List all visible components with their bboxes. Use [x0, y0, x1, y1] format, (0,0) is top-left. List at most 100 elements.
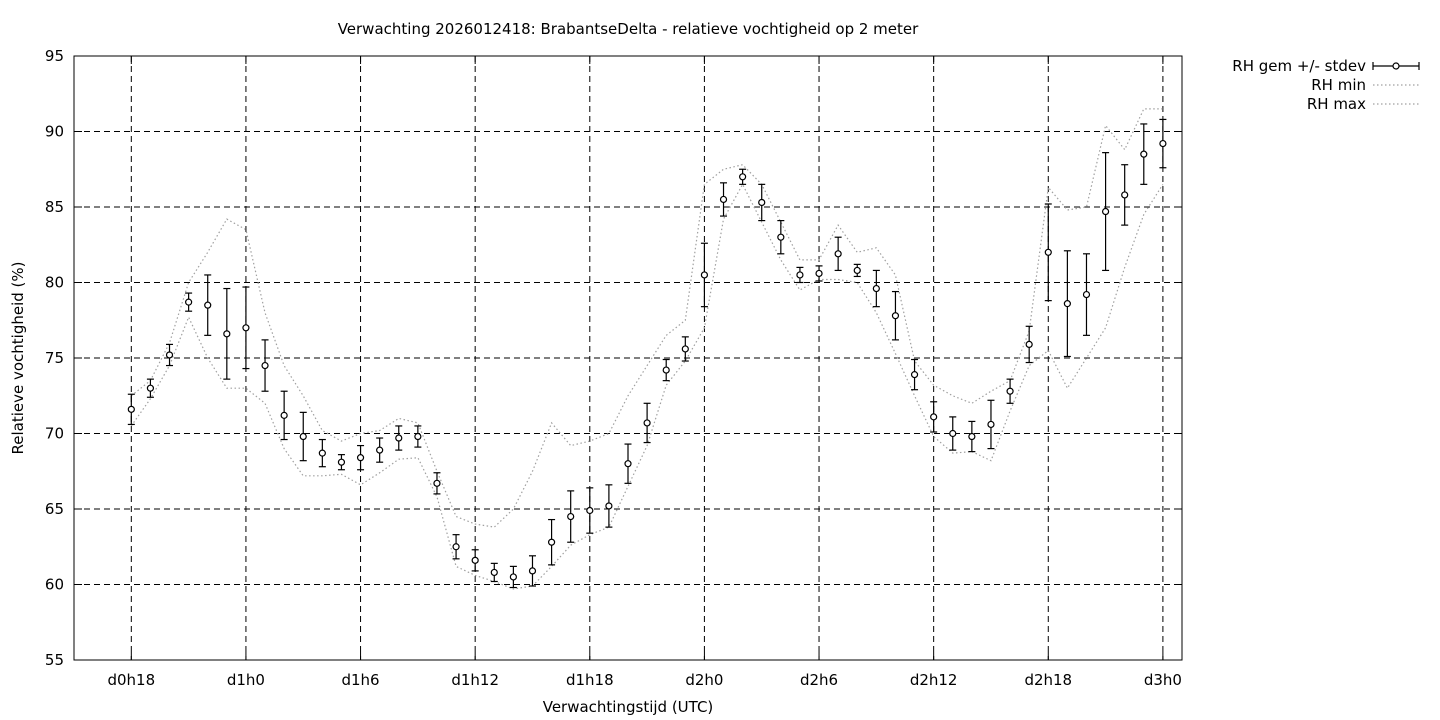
mean-marker: [280, 411, 288, 419]
axis-ticks: 55 60 65 70 75 80 85 90 95 d0h18 d1h0 d1h6 d1h12 d1h1…: [45, 47, 1182, 689]
errorbar-point: [280, 390, 288, 441]
mean-marker: [796, 271, 804, 279]
mean-marker: [414, 432, 422, 441]
errorbar-point: [1063, 250, 1071, 358]
mean-marker: [662, 366, 670, 374]
errorbar-point: [318, 438, 326, 468]
errorbar-point: [1140, 123, 1148, 185]
mean-marker: [739, 173, 747, 181]
mean-marker: [490, 568, 498, 577]
errorbar-point: [987, 399, 995, 450]
errorbar-point: [662, 358, 670, 382]
errorbar-point: [395, 425, 403, 451]
mean-marker: [815, 269, 823, 278]
errorbar-point: [204, 274, 212, 336]
mean-marker: [528, 567, 537, 575]
mean-marker: [910, 371, 919, 379]
y-tick-label: 65: [45, 500, 64, 518]
mean-marker: [643, 419, 651, 427]
errorbar-point: [739, 168, 747, 185]
errorbar-point: [528, 555, 537, 587]
mean-marker: [452, 543, 460, 551]
mean-marker: [223, 330, 231, 338]
legend-label: RH max: [1307, 95, 1366, 113]
errorbar-point: [930, 401, 938, 433]
mean-marker: [758, 198, 766, 207]
y-tick-label: 60: [45, 576, 64, 594]
x-tick-label: d1h6: [341, 671, 379, 689]
errorbar-point: [1044, 203, 1052, 302]
errorbar-point: [605, 484, 613, 528]
mean-marker: [356, 454, 365, 462]
errorbar-point: [624, 443, 632, 484]
errorbar-point: [796, 266, 804, 284]
x-tick-label: d2h6: [800, 671, 838, 689]
x-tick-label: d3h0: [1144, 671, 1182, 689]
errorbar-point: [1006, 378, 1014, 404]
y-tick-label: 55: [45, 651, 64, 669]
errorbar-point: [433, 472, 441, 495]
errorbar-point: [891, 290, 900, 341]
mean-marker: [146, 384, 155, 392]
x-tick-label: d1h0: [227, 671, 265, 689]
errorbar-point: [853, 263, 861, 278]
chart-title: Verwachting 2026012418: BrabantseDelta -…: [338, 20, 919, 38]
mean-marker: [968, 432, 976, 441]
legend-label: RH gem +/- stdev: [1232, 57, 1366, 75]
mean-marker: [834, 250, 842, 258]
mean-marker: [1121, 191, 1129, 199]
y-tick-label: 70: [45, 425, 64, 443]
errorbar-point: [1025, 325, 1033, 364]
mean-marker: [127, 405, 135, 413]
errorbar-point: [414, 425, 422, 448]
legend-swatch-marker: [1392, 62, 1400, 70]
mean-marker: [471, 556, 479, 564]
mean-marker: [891, 312, 900, 320]
errorbar-point: [719, 182, 728, 217]
errorbar-point: [1101, 152, 1110, 272]
mean-marker: [949, 429, 957, 438]
errorbar-point: [223, 287, 231, 380]
mean-marker: [1082, 290, 1091, 299]
mean-marker: [930, 413, 938, 421]
mean-marker: [1044, 248, 1052, 256]
errorbar-point: [643, 402, 651, 444]
x-tick-label: d2h0: [685, 671, 723, 689]
errorbar-point: [1121, 164, 1129, 226]
errorbar-point: [356, 444, 365, 471]
mean-marker: [624, 460, 632, 468]
errorbar-point: [681, 336, 689, 362]
mean-marker: [185, 298, 193, 306]
mean-marker: [1025, 340, 1033, 349]
errorbar-point: [165, 343, 174, 367]
errorbar-point: [910, 358, 919, 391]
mean-marker: [1063, 300, 1071, 308]
mean-marker: [1101, 207, 1110, 216]
errorbar-point: [834, 236, 842, 272]
errorbar-point: [299, 411, 307, 462]
mean-marker: [853, 266, 861, 275]
mean-marker: [165, 351, 174, 359]
errorbar-point: [471, 549, 479, 572]
errorbar-point: [815, 265, 823, 282]
mean-marker: [681, 345, 689, 353]
errorbar-point: [872, 269, 880, 308]
mean-marker: [1140, 150, 1148, 158]
mean-marker: [376, 446, 384, 454]
mean-marker: [700, 271, 709, 279]
errorbar-point: [261, 339, 269, 392]
errorbar-point: [509, 565, 517, 589]
y-tick-label: 95: [45, 47, 64, 65]
mean-marker: [242, 324, 250, 332]
rh-min-line: [130, 183, 1164, 590]
errorbar-point: [146, 378, 155, 398]
mean-marker: [395, 434, 403, 442]
rh-max-line: [130, 108, 1163, 528]
errorbar-point: [968, 420, 976, 453]
errorbar-point: [700, 242, 709, 308]
x-axis-label: Verwachtingstijd (UTC): [543, 698, 714, 716]
mean-marker: [337, 458, 346, 466]
mean-marker: [204, 301, 212, 309]
